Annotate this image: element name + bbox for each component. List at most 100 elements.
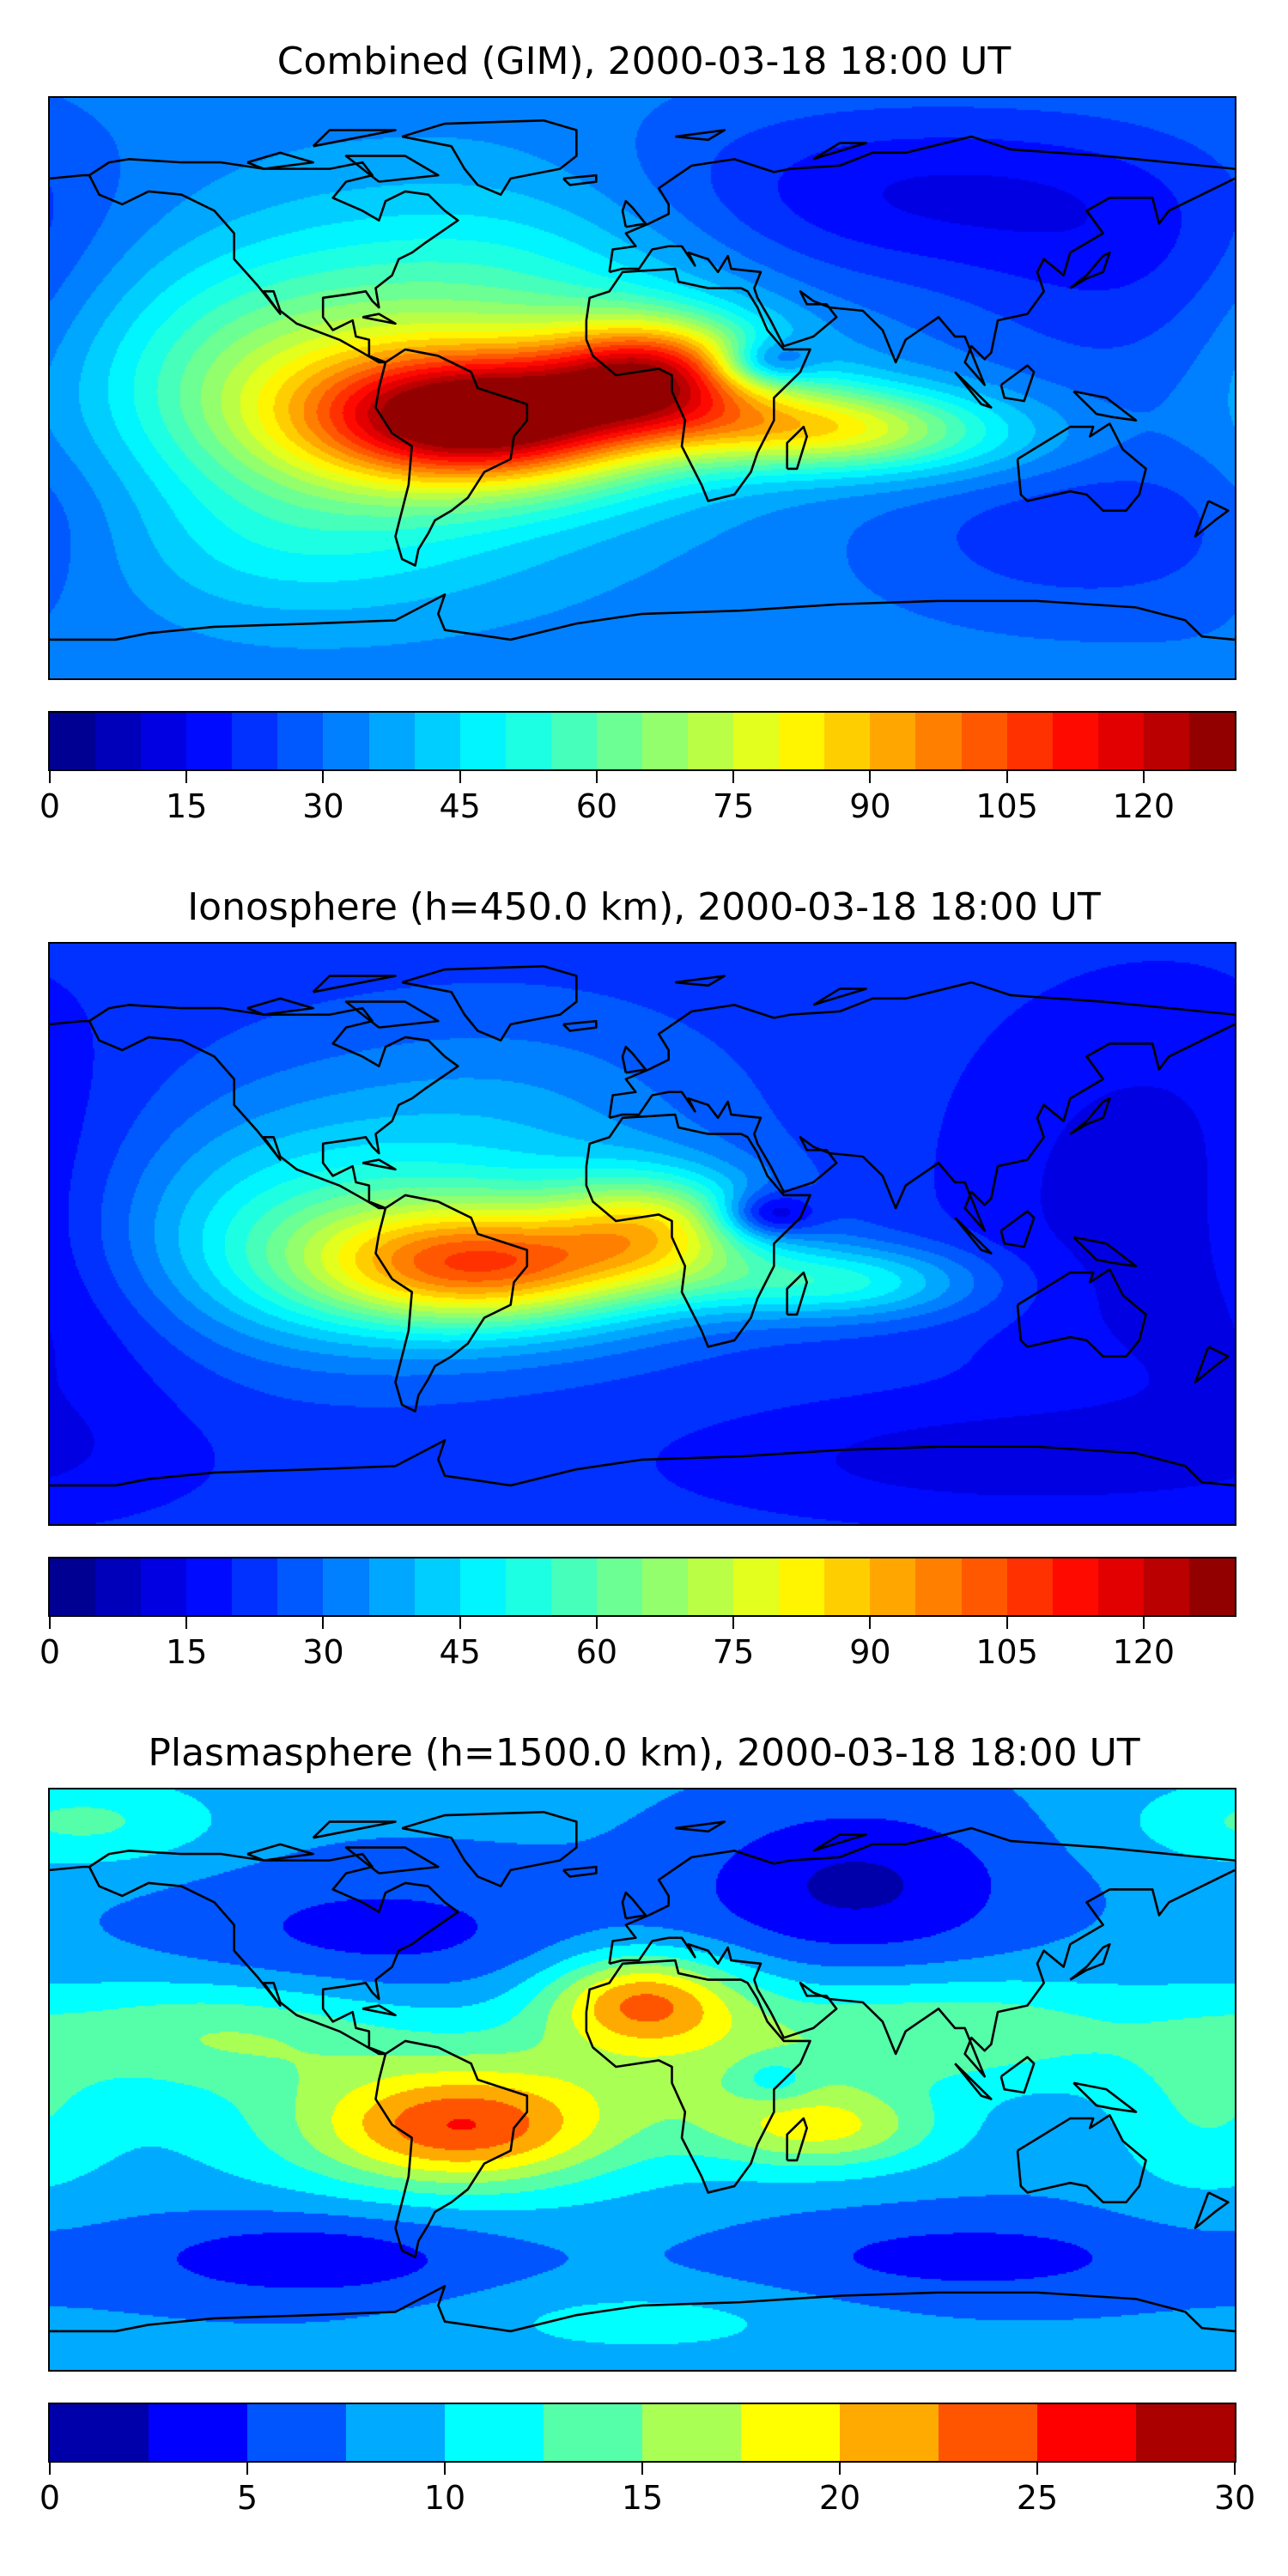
coastline-path <box>1018 423 1146 510</box>
colorbar-segment <box>1143 713 1189 769</box>
panel-title-ionosphere: Ionosphere (h=450.0 km), 2000-03-18 18:0… <box>187 885 1101 929</box>
coastline-path <box>586 1115 811 1346</box>
tec-contour-field <box>50 944 1235 1524</box>
colorbar-segment <box>1097 713 1144 769</box>
colorbar-tick-label: 90 <box>849 787 891 825</box>
coastline-path <box>346 1002 438 1028</box>
colorbar-segment <box>505 1558 551 1615</box>
coastline-path <box>376 1195 527 1412</box>
coastline-path <box>675 131 725 140</box>
coastline-path <box>247 1844 313 1861</box>
coastline-path <box>89 1850 458 2054</box>
coastline-path <box>610 137 1235 272</box>
colorbar-tick-label: 25 <box>1016 2479 1059 2517</box>
colorbar-tick-label: 45 <box>439 1633 481 1671</box>
colorbar-tick-label: 5 <box>236 2479 258 2517</box>
colorbar-tick-mark <box>1005 1617 1008 1629</box>
colorbar-segment <box>840 2404 939 2461</box>
colorbar-segment <box>1052 1558 1098 1615</box>
colorbar-segment <box>1188 713 1236 769</box>
coastline-path <box>623 201 646 227</box>
colorbar-tick-mark <box>185 771 188 783</box>
colorbar-segment <box>596 1558 643 1615</box>
coastline-path <box>955 2063 991 2099</box>
colorbar-tick-mark <box>732 771 735 783</box>
coastline-path <box>586 269 811 501</box>
colorbar-tick-label: 30 <box>302 1633 344 1671</box>
colorbar-segment <box>186 1558 233 1615</box>
colorbar-tick-mark <box>595 771 598 783</box>
colorbar-tick-label: 120 <box>1112 787 1176 825</box>
colorbar-tick-mark <box>322 1617 325 1629</box>
colorbar-segment <box>779 1558 825 1615</box>
colorbar-tick-mark <box>459 771 461 783</box>
colorbar-tick-label: 105 <box>975 1633 1038 1671</box>
coastline-path <box>402 966 576 1040</box>
colorbar-tick-label: 15 <box>621 2479 664 2517</box>
coastline-path <box>346 156 438 182</box>
colorbar-tick-label: 0 <box>39 787 61 825</box>
colorbar-tick-label: 30 <box>302 787 344 825</box>
colorbar-tick-mark <box>839 2463 841 2475</box>
coastline-path <box>362 314 395 324</box>
coastline-path <box>89 159 458 362</box>
coastline-path <box>1018 2115 1146 2202</box>
colorbar-segment <box>642 1558 689 1615</box>
coastline-path <box>813 1835 866 1851</box>
colorbar-segment <box>459 1558 506 1615</box>
colorbar-segment <box>1006 713 1053 769</box>
coastline-path <box>50 594 1235 640</box>
coastline-path <box>376 2041 527 2257</box>
coastline-path <box>362 2006 395 2015</box>
colorbar-segment <box>824 1558 871 1615</box>
coastline-path <box>247 999 313 1015</box>
colorbar-tick-mark <box>869 1617 872 1629</box>
coastline-path <box>376 349 527 566</box>
coastline-path <box>402 1812 576 1886</box>
coastline-path <box>1070 1944 1109 1979</box>
coastline-path <box>1195 501 1228 536</box>
colorbar-segment <box>232 713 278 769</box>
panel-title-plasmasphere: Plasmasphere (h=1500.0 km), 2000-03-18 1… <box>148 1731 1140 1775</box>
colorbar-segment <box>961 713 1007 769</box>
colorbar-tick-mark <box>641 2463 643 2475</box>
colorbar-segment <box>1006 1558 1053 1615</box>
colorbar-segment <box>915 713 962 769</box>
colorbar-segment <box>141 713 187 769</box>
tec-contour-field <box>50 1789 1235 2370</box>
tec-contour-field <box>50 98 1235 678</box>
colorbar-segment <box>277 1558 324 1615</box>
colorbar-combined <box>48 711 1236 771</box>
coastline-path <box>1073 1237 1136 1267</box>
coastline-path <box>50 1021 89 1024</box>
colorbar-tick-mark <box>49 2463 51 2475</box>
coastline-path <box>787 2118 807 2160</box>
coastline-path <box>1070 1098 1109 1133</box>
coastline-path <box>1073 392 1136 421</box>
colorbar-segment <box>323 1558 369 1615</box>
coastline-path <box>50 2286 1235 2331</box>
colorbar-segment <box>642 713 689 769</box>
colorbar-segment <box>186 713 233 769</box>
coastline-path <box>586 1960 811 2192</box>
coastline-path <box>813 143 866 160</box>
colorbar-tick-mark <box>322 771 325 783</box>
coastline-path <box>313 131 396 147</box>
colorbar-segment <box>550 1558 597 1615</box>
colorbar-tick-label: 75 <box>712 1633 755 1671</box>
colorbar-segment <box>688 1558 734 1615</box>
colorbar-segment <box>247 2404 346 2461</box>
coastline-path <box>313 1822 396 1838</box>
colorbar-tick-mark <box>1234 2463 1236 2475</box>
coastline-path <box>675 976 725 986</box>
coastlines <box>50 98 1235 678</box>
colorbar-tick-mark <box>595 1617 598 1629</box>
colorbar-segment <box>550 713 597 769</box>
coastline-path <box>610 1870 1235 2076</box>
colorbar-segment <box>961 1558 1007 1615</box>
coastline-path <box>610 1024 1235 1230</box>
colorbar-segment <box>95 1558 142 1615</box>
coastline-path <box>623 1893 646 1918</box>
colorbar-segment <box>346 2404 445 2461</box>
coastline-path <box>362 1160 395 1170</box>
